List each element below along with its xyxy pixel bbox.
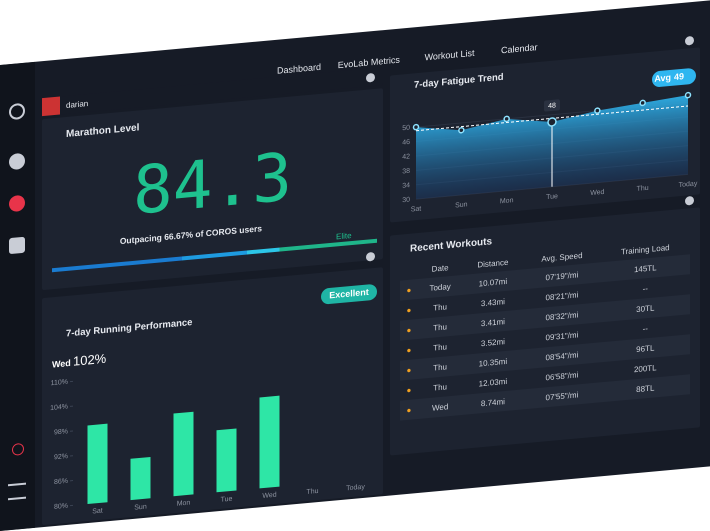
x-tick-label: Sun [134,504,147,512]
avg-badge-value: 49 [674,71,684,82]
x-tick-label: Thu [637,185,649,193]
avg-badge [652,68,696,87]
avg-badge-label: Avg [654,72,671,83]
fatigue-panel: 7-day Fatigue Trend 30 34 38 42 46 50 48 Sat Sun M… [390,35,700,223]
bar [173,411,194,497]
x-tick-label: Mon [500,197,514,205]
panel-title: 7-day Running Performance [66,317,192,339]
x-tick-label: Tue [221,496,233,504]
sidebar [0,61,35,531]
nav-tab[interactable]: Workout List [424,47,475,63]
x-tick-label: Wed [262,492,276,500]
tooltip [544,99,560,112]
run-icon: ● [406,285,412,295]
point [684,91,692,99]
info-icon[interactable] [366,251,375,262]
x-tick-label: Today [679,180,698,189]
panel-title: 7-day Fatigue Trend [414,72,504,91]
badge-label: Excellent [329,287,368,301]
point [594,107,601,114]
y-tick-label: 42 [402,153,410,161]
y-tick-label: 30 [402,197,410,205]
x-tick-label: Sat [92,508,103,516]
point [412,123,420,131]
x-tick-label: Sun [455,201,468,209]
performance-panel: 7-day Running Performance Excellent Wed 102… [42,251,383,526]
run-icon: ● [406,385,412,395]
run-icon: ● [406,345,412,355]
y-tick-label: 34 [402,182,410,190]
x-tick-label: Wed [590,189,604,197]
bar [216,428,237,493]
user-name: darian [66,98,89,110]
x-tick-label: Thu [306,488,318,496]
x-tick-label: Tue [546,193,558,201]
run-icon: ● [406,365,412,375]
point [458,126,465,134]
selected-day: Wed [52,358,71,370]
y-tick-label: 98% [54,428,68,436]
y-tick-label: 80% [54,503,68,511]
point [639,99,646,107]
y-tick-label: 50 [402,125,410,133]
workouts-panel: Recent Workouts Date Distance Avg. Speed Tr… [390,195,700,456]
panel-title: Marathon Level [66,122,140,140]
x-tick-label: Mon [177,500,191,508]
fatigue-chart: 7-day Fatigue Trend 30 34 38 42 46 50 48 Sat Sun M… [402,68,698,214]
avatar[interactable] [42,96,60,117]
marathon-value: 84.3 [133,138,292,230]
info-icon[interactable] [685,195,694,206]
team-icon[interactable] [9,194,25,213]
y-tick-label: 92% [54,453,68,461]
logo [9,102,25,121]
run-icon: ● [406,325,412,335]
point [547,117,557,127]
x-tick-label: Today [346,484,365,493]
profile-icon[interactable] [9,152,25,171]
y-tick-label: 110% [51,379,68,388]
y-tick-label: 46 [402,139,410,147]
run-icon: ● [406,405,412,415]
nav-tab[interactable]: Calendar [501,42,538,56]
badge [321,284,377,305]
tier-label: Elite [336,231,352,242]
bar [259,395,280,489]
y-tick-label: 104% [50,403,68,412]
point [503,115,510,123]
workouts-table: Date Distance Avg. Speed Training Load ● Toda… [400,236,690,421]
cell: Wed [431,401,449,413]
bar [130,456,151,501]
marathon-panel: Marathon Level 84.3 Outpacing 66.67% of … [42,72,383,291]
status-icon [12,442,24,456]
y-tick-label: 38 [402,168,410,176]
bar [87,423,108,505]
selected-value: 102% [73,351,107,369]
tooltip-label: 48 [548,102,556,110]
x-tick-label: Sat [411,206,422,214]
cell: 8.74mi [480,396,505,408]
panel-title: Recent Workouts [410,236,493,255]
y-tick-label: 86% [54,478,68,486]
settings-icon[interactable] [9,236,25,255]
menu-icon[interactable] [8,482,26,501]
run-icon: ● [406,305,412,315]
info-icon[interactable] [685,35,694,46]
